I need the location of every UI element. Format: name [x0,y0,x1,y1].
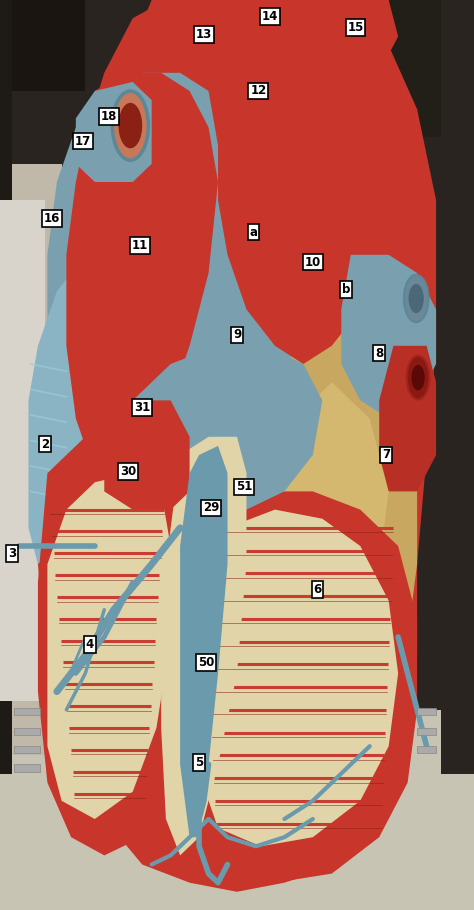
Polygon shape [76,82,152,182]
Text: 3: 3 [8,547,16,560]
Text: 29: 29 [203,501,219,514]
Polygon shape [161,437,246,855]
Polygon shape [0,710,474,910]
Text: 12: 12 [250,85,266,97]
Text: 50: 50 [198,656,214,669]
Polygon shape [180,446,228,837]
Bar [417,746,436,753]
Bar [14,708,40,715]
Polygon shape [256,328,417,692]
Text: 51: 51 [236,480,252,493]
Text: 31: 31 [134,401,150,414]
Text: 13: 13 [196,28,212,41]
Text: 18: 18 [101,110,117,123]
Text: 30: 30 [120,465,136,478]
Polygon shape [275,382,389,601]
Text: 7: 7 [382,449,391,461]
Polygon shape [28,255,104,564]
Circle shape [112,91,148,160]
Bar [0,164,62,755]
Text: 6: 6 [313,583,322,596]
Polygon shape [47,73,398,546]
Text: 2: 2 [41,438,49,450]
Polygon shape [133,0,398,91]
Circle shape [409,284,424,313]
Text: 17: 17 [75,135,91,147]
Circle shape [404,275,428,322]
Polygon shape [133,346,322,510]
Bar [0,0,12,774]
Polygon shape [0,0,85,91]
Text: 11: 11 [132,239,148,252]
Bar [441,0,474,774]
Polygon shape [199,510,398,846]
Text: 4: 4 [86,638,94,651]
Bar [417,728,436,735]
Polygon shape [104,400,190,510]
Circle shape [411,365,425,390]
Text: 8: 8 [375,347,383,359]
Text: b: b [342,283,350,296]
Text: 5: 5 [195,756,203,769]
Polygon shape [38,437,199,855]
Circle shape [118,103,142,148]
Bar [0,200,45,701]
Polygon shape [180,0,389,364]
Bar [417,708,436,715]
Text: 9: 9 [233,329,241,341]
Polygon shape [47,473,171,819]
Polygon shape [190,491,417,883]
Text: a: a [250,226,257,238]
Polygon shape [66,73,218,491]
Bar [14,728,40,735]
Polygon shape [389,0,474,136]
Polygon shape [341,255,436,419]
Text: 16: 16 [44,212,60,225]
Polygon shape [38,0,436,892]
Text: 15: 15 [347,21,364,34]
Polygon shape [379,346,436,491]
Text: 14: 14 [262,10,278,23]
Bar [14,746,40,753]
Circle shape [407,356,429,399]
Bar [14,764,40,772]
Text: 10: 10 [305,256,321,268]
